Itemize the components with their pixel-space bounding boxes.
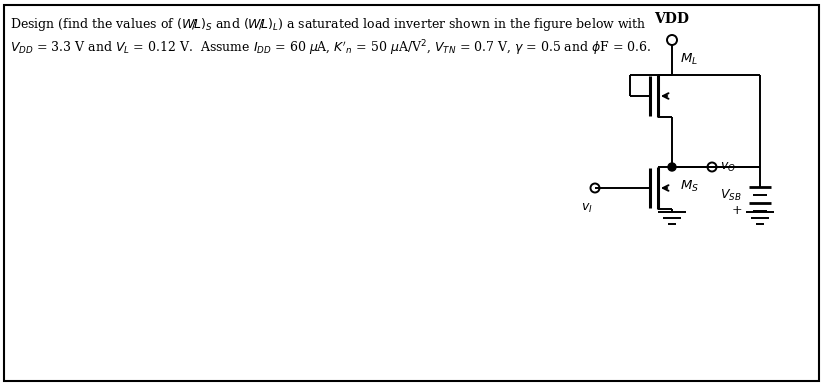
Text: $M_S$: $M_S$ <box>680 179 699 194</box>
Text: $v_I$: $v_I$ <box>581 202 593 215</box>
Text: $v_O$: $v_O$ <box>720 161 736 174</box>
Circle shape <box>668 163 676 171</box>
Text: +: + <box>732 204 742 218</box>
Text: $V_{SB}$: $V_{SB}$ <box>720 187 742 203</box>
Text: $V_{DD}$ = 3.3 V and $V_L$ = 0.12 V.  Assume $I_{DD}$ = 60 $\mu$A, $K'_n$ = 50 $: $V_{DD}$ = 3.3 V and $V_L$ = 0.12 V. Ass… <box>10 38 651 58</box>
Text: Design (find the values of $(W\!/\!L)_S$ and $(W\!/\!L)_L$) a saturated load inv: Design (find the values of $(W\!/\!L)_S$… <box>10 16 647 33</box>
Text: $M_L$: $M_L$ <box>680 52 698 67</box>
Text: VDD: VDD <box>654 12 690 26</box>
